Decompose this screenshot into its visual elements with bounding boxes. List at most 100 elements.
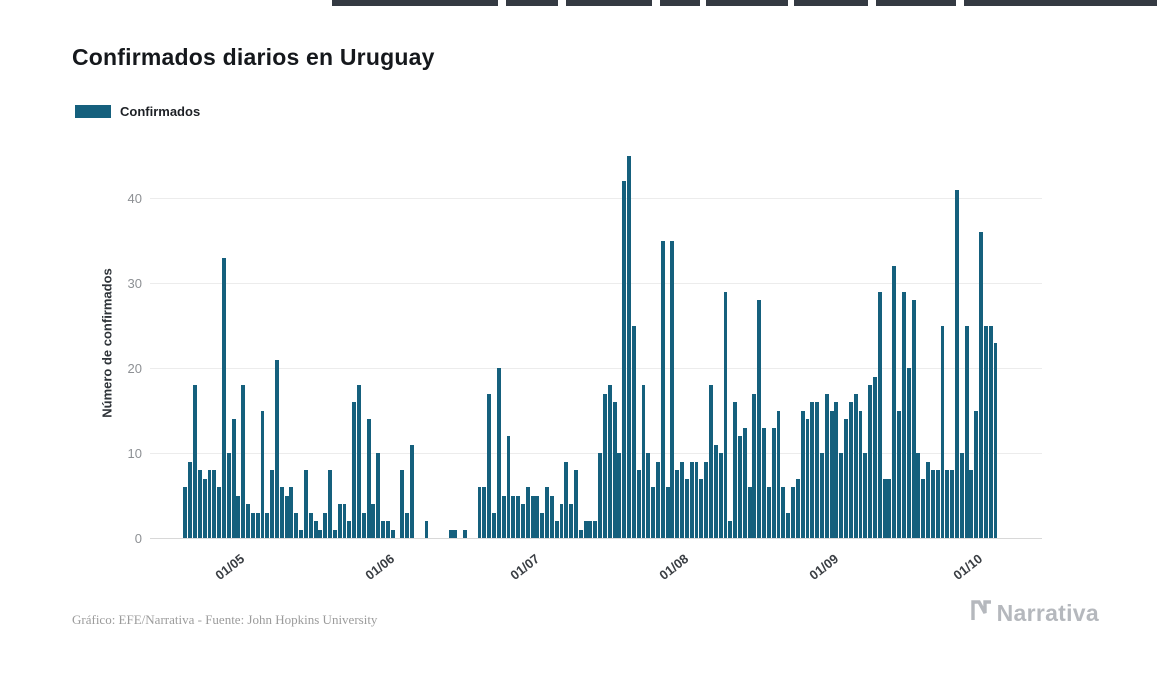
- bar: [328, 470, 332, 538]
- bar: [381, 521, 386, 538]
- narrativa-logo: Narrativa: [970, 600, 1099, 627]
- bar: [202, 478, 207, 538]
- window-edge-segment: [964, 0, 1157, 6]
- bar: [366, 419, 371, 538]
- bar: [709, 385, 713, 538]
- bar: [752, 393, 757, 538]
- bar: [921, 478, 926, 538]
- bar: [684, 478, 689, 538]
- bar: [569, 504, 574, 538]
- bar: [964, 325, 969, 538]
- bar: [308, 512, 313, 538]
- bar: [916, 453, 921, 538]
- bar: [212, 470, 217, 538]
- bar: [376, 453, 381, 538]
- bar: [636, 470, 641, 538]
- bar: [337, 504, 342, 538]
- bar: [385, 521, 390, 538]
- bar: [332, 529, 337, 538]
- bar: [713, 444, 718, 538]
- bar: [834, 402, 839, 538]
- bar: [226, 453, 231, 538]
- bar: [641, 385, 646, 538]
- bar: [689, 461, 694, 538]
- chart-legend: Confirmados: [75, 104, 200, 119]
- gridline-y-20: [150, 368, 1042, 369]
- bar: [260, 410, 265, 538]
- bar: [496, 368, 501, 538]
- bar: [718, 453, 723, 538]
- bar: [955, 189, 959, 538]
- bar: [241, 385, 246, 538]
- bar: [554, 521, 559, 538]
- legend-swatch: [75, 105, 111, 118]
- bar: [983, 325, 988, 538]
- bar: [400, 470, 405, 538]
- page-title: Confirmados diarios en Uruguay: [72, 44, 435, 70]
- bar: [882, 478, 887, 538]
- bar: [574, 470, 578, 538]
- bar: [607, 385, 612, 538]
- x-tick-label: 01/05: [212, 551, 248, 583]
- bar: [935, 470, 940, 538]
- bar: [911, 300, 916, 538]
- bar: [342, 504, 347, 538]
- bar: [979, 232, 984, 538]
- bar: [723, 291, 728, 538]
- y-tick-label: 30: [127, 276, 142, 291]
- bar: [617, 453, 622, 538]
- bar: [477, 487, 482, 538]
- bar: [559, 504, 564, 538]
- window-edge-segment: [566, 0, 652, 6]
- bar: [892, 266, 897, 538]
- bar: [265, 512, 270, 538]
- window-edge-segment: [332, 0, 498, 6]
- bar: [294, 512, 299, 538]
- bar: [868, 385, 873, 538]
- gridline-y-10: [150, 453, 1042, 454]
- bar: [530, 495, 535, 538]
- bar: [323, 512, 328, 538]
- bar: [318, 529, 323, 538]
- bar: [651, 487, 656, 538]
- bar: [511, 495, 516, 538]
- bar: [993, 342, 998, 538]
- bar: [950, 470, 955, 538]
- bar: [930, 470, 935, 538]
- bar: [279, 487, 284, 538]
- bar: [246, 504, 250, 538]
- bar: [313, 521, 318, 538]
- bar: [593, 521, 598, 538]
- bar: [901, 291, 906, 538]
- bar: [897, 410, 902, 538]
- bar: [906, 368, 911, 538]
- bar: [704, 461, 709, 538]
- bar: [588, 521, 593, 538]
- bar: [405, 512, 410, 538]
- bar: [371, 504, 376, 538]
- gridline-y-0: [150, 538, 1042, 539]
- bar: [781, 487, 786, 538]
- bar: [665, 487, 670, 538]
- bar: [824, 393, 829, 538]
- bar: [873, 376, 877, 538]
- bar: [776, 410, 781, 538]
- bar: [766, 487, 771, 538]
- bar: [757, 300, 762, 538]
- bar: [863, 453, 868, 538]
- bar: [680, 461, 685, 538]
- window-edge-artifact: [0, 0, 1157, 6]
- bar: [424, 521, 429, 538]
- bar: [810, 402, 815, 538]
- y-tick-label: 20: [127, 361, 142, 376]
- bar: [525, 487, 530, 538]
- bar: [289, 487, 294, 538]
- bar: [660, 240, 665, 538]
- bar: [887, 478, 892, 538]
- bar: [197, 470, 202, 538]
- bar: [453, 529, 458, 538]
- bar: [217, 487, 222, 538]
- bar: [501, 495, 506, 538]
- bar: [482, 487, 487, 538]
